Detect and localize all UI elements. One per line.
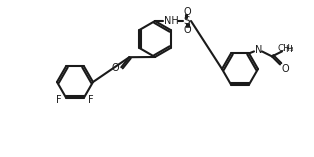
Text: O: O (281, 64, 289, 74)
Text: NH: NH (164, 16, 178, 26)
Text: F: F (88, 95, 94, 105)
Text: O: O (183, 25, 191, 35)
Text: O: O (111, 63, 119, 73)
Text: F: F (56, 95, 62, 105)
Text: N: N (255, 45, 263, 55)
Text: H: H (284, 45, 291, 54)
Text: CH₃: CH₃ (278, 44, 294, 53)
Text: O: O (183, 7, 191, 17)
Text: S: S (184, 16, 190, 26)
